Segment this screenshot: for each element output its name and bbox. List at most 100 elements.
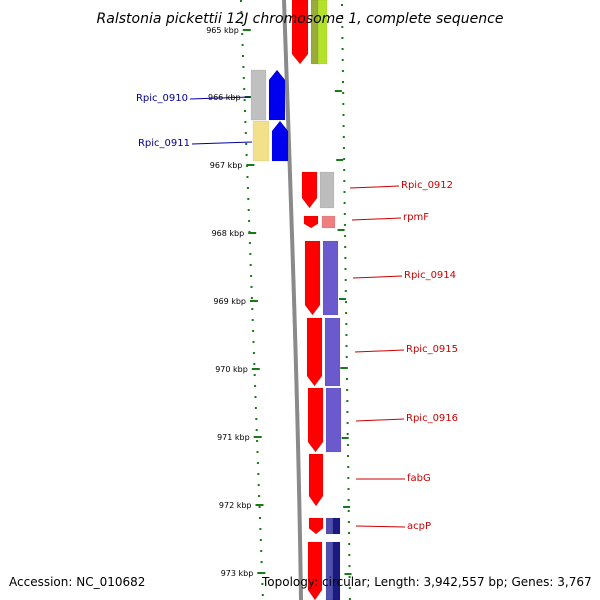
gene-cog-box[interactable] — [332, 517, 341, 535]
guide-dot — [345, 301, 347, 303]
guide-dot — [260, 561, 263, 563]
guide-dot — [348, 587, 351, 589]
guide-dot — [250, 275, 253, 277]
gene-label[interactable]: acpP — [407, 521, 431, 532]
scale-dash — [334, 90, 342, 92]
gene-arrow-rpic-0914[interactable] — [304, 240, 321, 316]
guide-dot — [345, 312, 348, 314]
gene-arrow-rpic-0910[interactable] — [268, 69, 286, 121]
guide-dot — [259, 528, 262, 530]
guide-dot — [243, 88, 246, 90]
guide-dot — [251, 308, 254, 310]
gene-label[interactable]: Rpic_0912 — [401, 180, 453, 191]
guide-dot — [346, 378, 348, 380]
guide-dot — [346, 433, 349, 435]
gene-label[interactable]: fabG — [407, 473, 431, 484]
gene-arrow-rpic-0911[interactable] — [271, 120, 289, 162]
guide-dot — [255, 429, 258, 431]
gene-arrow-rpic-0912[interactable] — [301, 171, 318, 209]
gene-arrow-acpp[interactable] — [308, 517, 324, 535]
guide-dot — [348, 565, 351, 567]
guide-dot — [344, 290, 347, 292]
guide-dot — [248, 220, 251, 222]
guide-dot — [343, 202, 346, 204]
guide-dot — [249, 264, 252, 266]
guide-dot — [250, 286, 253, 288]
guide-dot — [261, 583, 264, 585]
guide-dot — [242, 66, 245, 68]
accession-label: Accession: NC_010682 — [9, 575, 146, 589]
scale-tick-label: 968 kbp — [212, 229, 245, 238]
guide-dot — [344, 268, 347, 270]
guide-dot — [345, 356, 348, 358]
gene-cog-box[interactable] — [250, 69, 267, 121]
guide-dot — [256, 440, 259, 442]
guide-dot — [347, 466, 350, 468]
guide-dot — [341, 48, 344, 50]
guide-dot — [347, 521, 350, 523]
gene-cog-box[interactable] — [322, 240, 339, 316]
guide-dot — [346, 444, 349, 446]
scale-tick-label: 969 kbp — [213, 297, 246, 306]
gene-cog-box[interactable] — [325, 541, 334, 600]
scale-dash — [337, 229, 345, 231]
gene-arrow-fabg[interactable] — [308, 453, 324, 507]
guide-dot — [345, 323, 348, 325]
gene-label[interactable]: rpmF — [403, 212, 429, 223]
gene-label[interactable]: Rpic_0916 — [406, 413, 458, 424]
guide-dot — [346, 389, 349, 391]
gene-cog-box[interactable] — [324, 317, 341, 387]
guide-dot — [348, 576, 351, 578]
guide-dot — [343, 180, 346, 182]
guide-dot — [344, 246, 347, 248]
gene-cog-box[interactable] — [325, 387, 342, 453]
guide-dot — [258, 506, 261, 508]
guide-dot — [252, 352, 255, 354]
scale-tick-mark — [253, 436, 262, 438]
gene-arrow-rpic-0916[interactable] — [307, 387, 324, 453]
guide-dot — [240, 22, 243, 24]
gene-labels: Rpic_0910 Rpic_0911 Rpic_0912 rpmF Rpic_0914… — [136, 93, 458, 532]
scale-dash — [340, 367, 348, 369]
guide-dot — [244, 121, 247, 123]
gene-label[interactable]: Rpic_0915 — [406, 344, 458, 355]
gene-cog-box[interactable] — [321, 215, 336, 229]
gene-arrow-rpmf[interactable] — [303, 215, 319, 229]
guide-dot — [348, 554, 351, 556]
guide-dot — [343, 213, 346, 215]
gene-arrow[interactable] — [307, 541, 323, 600]
gene-cog-box[interactable] — [319, 171, 335, 209]
gene-label[interactable]: Rpic_0910 — [136, 93, 188, 104]
gene-label-leader — [189, 96, 251, 100]
guide-dot — [343, 224, 346, 226]
gene-label[interactable]: Rpic_0914 — [404, 270, 456, 281]
guide-dot — [259, 517, 261, 519]
gene-cog-box[interactable] — [317, 0, 328, 65]
guide-dot — [342, 92, 345, 94]
gene-arrow-rpic-0915[interactable] — [306, 317, 323, 387]
guide-dot — [342, 125, 345, 127]
scale-dash — [336, 159, 344, 161]
scale-tick-mark — [250, 300, 258, 302]
guide-dot — [347, 499, 350, 501]
guide-dot — [255, 418, 258, 420]
guide-dot — [247, 209, 250, 211]
guide-dot — [241, 44, 244, 46]
guide-dot — [245, 143, 248, 145]
gene-label[interactable]: Rpic_0911 — [138, 138, 190, 149]
guide-dot — [341, 37, 344, 39]
guide-dot — [347, 477, 350, 479]
guide-dot — [252, 330, 255, 332]
gene-cog-box[interactable] — [252, 120, 270, 162]
gene-features[interactable] — [250, 0, 342, 600]
guide-dot — [260, 550, 263, 552]
guide-dot — [341, 15, 344, 17]
gene-cog-box[interactable] — [325, 517, 334, 535]
guide-dot — [248, 242, 251, 244]
gene-arrow[interactable] — [291, 0, 309, 65]
gene-cog-box[interactable] — [332, 541, 341, 600]
guide-dot — [346, 400, 349, 402]
guide-dot — [253, 363, 256, 365]
